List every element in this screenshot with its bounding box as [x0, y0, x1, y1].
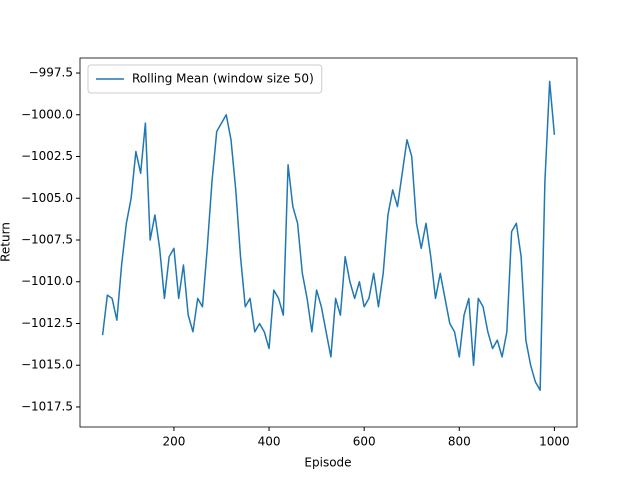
x-tick-label: 1000	[539, 435, 570, 449]
legend-box	[87, 64, 323, 94]
y-tick-label: −1015.0	[21, 358, 73, 372]
y-tick-label: −1005.0	[21, 191, 73, 205]
x-tick-label: 200	[162, 435, 185, 449]
y-axis-label: Return	[0, 222, 13, 262]
y-tick-label: −1012.5	[21, 316, 73, 330]
y-tick-label: −1017.5	[21, 399, 73, 413]
legend-label: Rolling Mean (window size 50)	[132, 72, 314, 86]
y-tick-label: −997.5	[29, 66, 73, 80]
plot-frame	[79, 57, 578, 428]
x-tick-label: 600	[353, 435, 376, 449]
y-tick-label: −1002.5	[21, 149, 73, 163]
x-axis-label: Episode	[304, 456, 351, 470]
y-tick-label: −1010.0	[21, 274, 73, 288]
line-series	[101, 80, 556, 392]
x-tick-label: 400	[258, 435, 281, 449]
y-tick-label: −1007.5	[21, 232, 73, 246]
x-tick-label: 800	[448, 435, 471, 449]
y-tick-label: −1000.0	[21, 107, 73, 121]
